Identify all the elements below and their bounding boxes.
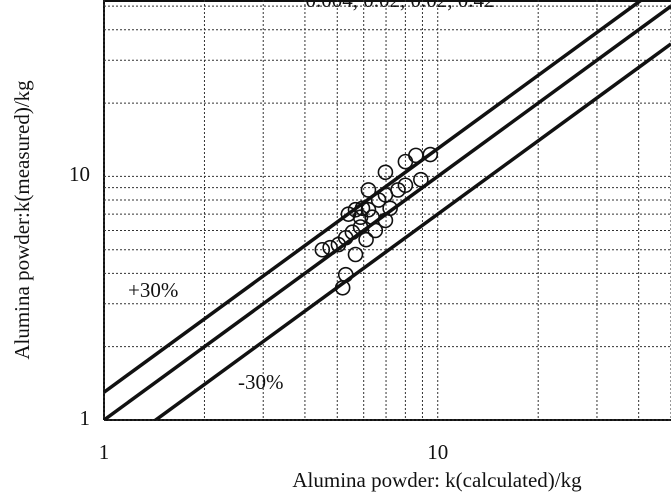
y-tick-label: 10 [69,162,90,186]
point [367,222,384,239]
point [344,224,361,241]
reference-label: -30% [238,370,284,394]
point [413,171,429,188]
point [347,246,364,263]
point [397,177,414,194]
point [314,241,331,258]
reference-line [152,42,671,420]
point [352,209,369,226]
point [360,182,377,198]
point [358,231,374,248]
y-axis-label: Alumina powder:k(measured)/kg [10,80,34,360]
point [377,164,394,181]
x-tick-label: 10 [427,440,448,464]
point [337,266,354,283]
point [408,147,424,164]
point [322,239,338,256]
reference-line [104,0,645,394]
point [377,212,394,229]
x-tick-label: 1 [99,440,110,464]
point [352,219,369,235]
point [422,146,439,163]
y-tick-label: 1 [80,406,91,430]
point [354,200,371,217]
x-axis-label: Alumina powder: k(calculated)/kg [292,468,582,492]
reference-label: +30% [128,278,178,302]
